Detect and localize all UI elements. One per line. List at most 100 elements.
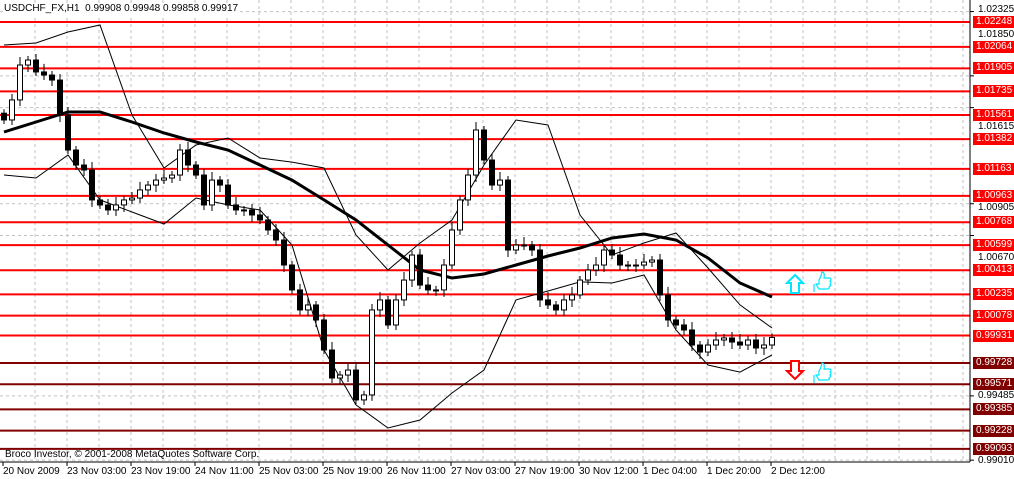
candle-bullish [521, 244, 527, 247]
candle-bullish [9, 99, 15, 121]
down-arrow-icon [784, 360, 806, 381]
x-tick-label: 23 Nov 03:00 [67, 466, 127, 477]
candle-bullish [713, 339, 719, 346]
candle-bearish [249, 209, 255, 216]
level-price-label: 1.00235 [973, 288, 1014, 301]
x-tick-label: 1 Dec 20:00 [707, 466, 761, 477]
candle-bearish [729, 337, 735, 343]
level-price-label: 0.99093 [973, 442, 1014, 455]
copyright-text: Broco Investor, © 2001-2008 MetaQuotes S… [5, 449, 260, 460]
candle-bearish [321, 319, 327, 351]
candle-bearish [681, 324, 687, 331]
candle-bullish [209, 179, 215, 206]
candle-bearish [273, 229, 279, 241]
candle-bearish [233, 204, 239, 211]
candle-bearish [225, 184, 231, 206]
x-tick-label: 23 Nov 19:00 [131, 466, 191, 477]
level-price-label: 0.99228 [973, 424, 1014, 437]
candle-bullish [585, 269, 591, 281]
candle-bearish [193, 164, 199, 176]
bollinger-lower-line [3, 154, 773, 429]
candle-bearish [73, 149, 79, 166]
candle-bullish [393, 299, 399, 326]
candle-bearish [49, 74, 55, 81]
candle-bearish [65, 114, 71, 151]
x-tick-label: 27 Nov 19:00 [515, 466, 575, 477]
x-tick-label: 2 Dec 12:00 [771, 466, 825, 477]
candle-bearish [553, 304, 559, 311]
candle-bullish [337, 374, 343, 379]
level-price-label: 1.00963 [973, 189, 1014, 202]
candle-bearish [265, 219, 271, 231]
candle-bullish [305, 304, 311, 311]
candle-bearish [289, 264, 295, 291]
candle-bullish [465, 174, 471, 201]
candle-bullish [513, 244, 519, 251]
x-tick-label: 30 Nov 12:00 [579, 466, 639, 477]
y-tick-label: 1.01615 [978, 121, 1014, 133]
candle-bullish [561, 299, 567, 311]
x-tick-label: 26 Nov 11:00 [387, 466, 446, 477]
candle-bearish [481, 129, 487, 161]
y-tick-label: 0.99010 [978, 454, 1014, 466]
candle-bullish [577, 279, 583, 296]
y-tick-label: 1.01850 [978, 29, 1014, 41]
candle-bullish [593, 264, 599, 271]
candle-bullish [377, 299, 383, 311]
level-price-label: 0.99931 [973, 329, 1014, 342]
candle-bullish [633, 264, 639, 267]
candle-bearish [313, 304, 319, 321]
candle-bullish [153, 179, 159, 186]
candle-bullish [761, 344, 767, 349]
candle-bearish [617, 254, 623, 266]
candle-bearish [529, 244, 535, 251]
candle-bearish [257, 214, 263, 221]
candle-bullish [137, 189, 143, 199]
candle-bearish [697, 344, 703, 353]
level-price-label: 1.00599 [973, 239, 1014, 252]
bollinger-upper-line [3, 24, 773, 329]
y-tick-label: 1.00905 [978, 202, 1014, 214]
chart-header: USDCHF_FX,H1 0.99908 0.99948 0.99858 0.9… [4, 3, 239, 15]
y-tick-label: 1.02325 [978, 4, 1014, 16]
candle-bullish [625, 264, 631, 267]
candle-bullish [345, 369, 351, 376]
candle-bearish [281, 239, 287, 266]
candle-bearish [657, 259, 663, 296]
candle-bullish [449, 229, 455, 266]
candle-bullish [241, 209, 247, 212]
y-tick-label: 1.00670 [978, 252, 1014, 264]
level-price-label: 1.01905 [973, 62, 1014, 75]
thumbs-up-icon [813, 271, 832, 292]
candle-bearish [489, 159, 495, 186]
candle-bearish [41, 71, 47, 76]
candle-bearish [689, 329, 695, 346]
candle-bearish [81, 164, 87, 171]
up-arrow-icon [784, 273, 806, 294]
candle-bullish [361, 394, 367, 401]
candle-bearish [753, 339, 759, 349]
candle-bullish [409, 254, 415, 281]
level-price-label: 1.01735 [973, 85, 1014, 98]
level-price-label: 1.02064 [973, 40, 1014, 53]
candle-bullish [113, 204, 119, 211]
y-tick-label: 0.99485 [978, 390, 1014, 402]
candle-bullish [145, 184, 151, 191]
candle-bearish [385, 299, 391, 326]
level-price-label: 1.01382 [973, 133, 1014, 146]
candle-bullish [705, 344, 711, 353]
candle-bearish [97, 199, 103, 206]
candle-bullish [17, 64, 23, 101]
level-price-label: 1.00768 [973, 216, 1014, 229]
candle-bearish [201, 174, 207, 206]
candle-bearish [673, 319, 679, 326]
candle-bullish [433, 289, 439, 292]
thumbs-up-icon [813, 362, 832, 383]
candle-bearish [1, 112, 7, 121]
symbol-label: USDCHF_FX,H1 [4, 3, 80, 14]
level-price-label: 0.99728 [973, 357, 1014, 369]
candle-bearish [609, 249, 615, 256]
x-tick-label: 27 Nov 03:00 [451, 466, 511, 477]
level-price-label: 0.99385 [973, 403, 1014, 416]
